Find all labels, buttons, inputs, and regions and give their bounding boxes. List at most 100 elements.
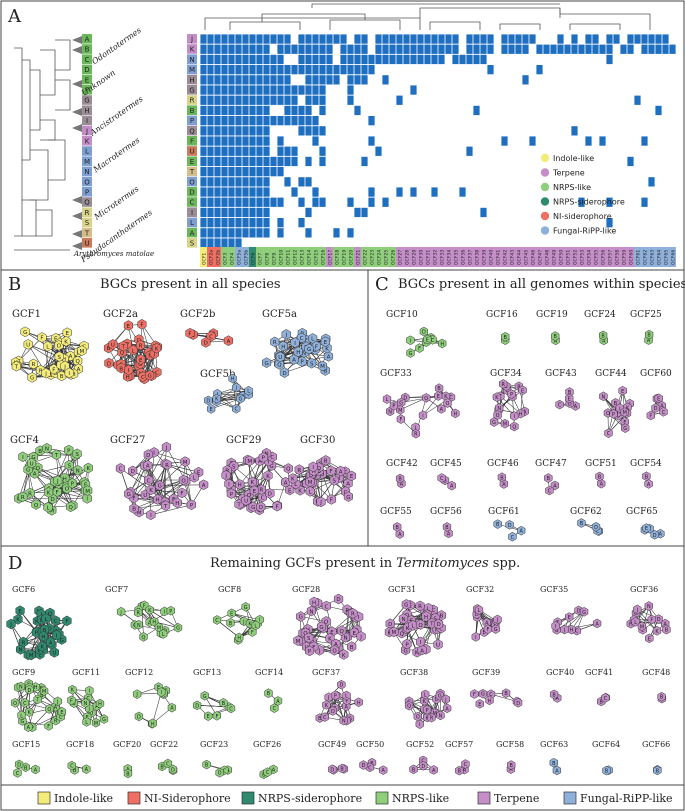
presence-cell [291,146,298,156]
network-node: I [290,337,300,348]
svg-text:G: G [203,694,207,700]
presence-cell [263,228,270,238]
gcf1-network: GCF1ABCDEFGHIJKLMNOPQRSTUABCDEFGHIJKLM [10,309,89,383]
row-swatch [187,95,197,105]
presence-cell [368,54,375,65]
presence-cell [361,44,368,54]
presence-cell [256,136,263,146]
network-node: P [67,478,77,489]
svg-text:D: D [422,330,426,336]
network-node: M [83,485,93,496]
svg-text:Q: Q [47,707,51,713]
presence-cell [438,54,445,65]
network-node: Q [422,393,431,403]
species-letter: F [85,87,89,95]
network-node: I [64,367,74,379]
gcf-label: GCF24 [584,310,616,320]
svg-text:H: H [175,501,179,507]
row-swatch [187,85,197,95]
network-node: U [27,457,37,469]
species-swatch [82,217,92,228]
svg-text:A: A [170,706,174,712]
network-edge [261,489,290,491]
column-gcf-label: GCF35 [454,250,460,265]
presence-cell [242,116,249,126]
svg-text:F: F [132,496,135,502]
svg-text:U: U [436,643,440,649]
network-node: J [41,367,51,379]
network-node: B [409,764,418,775]
gcf8-network: GCF8ABCDEFGHIJKL [212,585,264,645]
presence-cell [242,75,249,85]
species-swatch [82,197,92,207]
svg-text:E: E [568,615,571,621]
network-node: G [241,602,250,612]
presence-cell [228,177,235,187]
presence-cell [242,197,249,207]
svg-text:F: F [329,469,332,475]
network-node: B [507,760,516,770]
network-node: C [20,698,30,708]
presence-cell [263,105,270,116]
column-gcf-label: GCF62 [643,250,649,265]
presence-cell [501,34,508,44]
presence-cell [347,197,354,207]
svg-text:I: I [89,689,90,695]
network-node: O [256,501,266,513]
presence-cell [347,95,354,105]
network-node: M [317,360,328,372]
network-node: O [178,474,189,486]
presence-cell [235,207,242,218]
svg-text:D: D [594,525,598,531]
gcf-label: GCF42 [386,459,418,469]
presence-cell [655,44,662,54]
svg-text:F: F [276,505,279,511]
presence-cell [200,177,207,187]
column-gcf-label: GCF18 [335,250,341,265]
species-letter: M [84,158,90,166]
collapsed-clade-triangle [72,80,82,88]
gcf-label: GCF61 [488,507,520,517]
heatmap-column-labels: GCF1 GCF2a GCF2b GCF3 GCF4 GCF5a GCF5b GCF6 GCF7… [200,247,677,267]
column-class-swatch [291,247,298,267]
clade-label: Microtermes [92,184,141,222]
network-node: H [485,695,494,706]
column-gcf-label: GCF3 [223,253,229,265]
presence-cell [242,136,249,146]
network-node: G [262,357,272,368]
network-node: K [61,336,71,347]
network-node: C [13,768,22,778]
svg-text:E: E [437,394,440,400]
presence-cell [242,207,249,218]
network-node: R [499,379,508,389]
gcf-label: GCF28 [292,585,320,594]
column-class-swatch [235,247,242,267]
network-node: U [108,339,118,350]
presence-cell [298,65,305,75]
presence-cell [361,65,368,75]
row-swatch [187,207,197,217]
presence-cell [641,197,648,207]
row-letter: C [190,199,195,207]
column-gcf-label: GCF51 [566,250,572,265]
presence-cell [319,65,326,75]
row-letter: R [190,97,195,105]
svg-text:N: N [342,719,346,725]
presence-cell [200,65,207,75]
column-gcf-label: GCF65 [664,250,670,265]
network-node: E [565,393,574,404]
presence-cell [473,34,480,44]
species-letter: A [85,36,90,44]
presence-cell [242,34,249,44]
column-gcf-label: GCF5a [237,250,243,265]
column-gcf-label: GCF19 [342,250,348,265]
presence-cell [228,167,235,177]
row-swatch [187,187,197,197]
presence-cell [298,197,305,207]
gcf-label: GCF36 [630,585,658,594]
svg-text:A: A [202,483,206,489]
svg-text:A: A [292,358,296,364]
panel-d-title-genus: Termitomyces [396,556,489,571]
network-node: D [204,395,213,406]
column-class-swatch [543,247,550,267]
